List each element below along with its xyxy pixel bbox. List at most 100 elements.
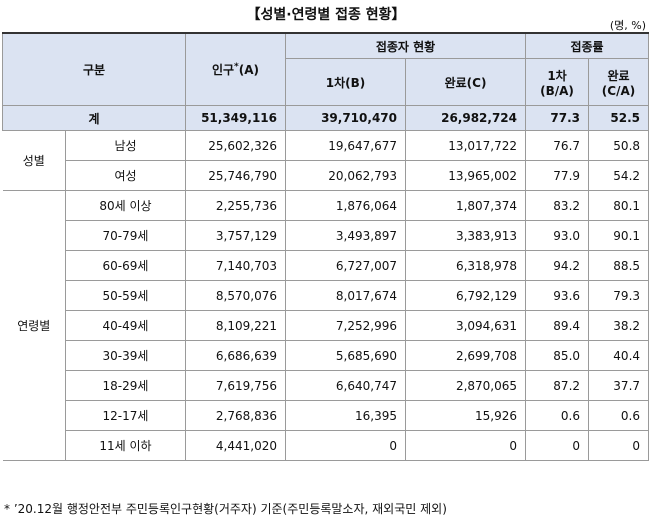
cell-rate2: 88.5 [588,250,650,281]
cell-complete: 2,870,065 [404,370,527,401]
cell-complete: 13,965,002 [404,160,527,191]
header-population-label: 인구 [211,63,235,77]
cell-population: 4,441,020 [185,430,286,461]
cell-complete: 3,094,631 [404,310,527,341]
row-label: 11세 이하 [65,430,186,461]
group-label: 연령별 [2,190,66,461]
row-label: 60-69세 [65,250,186,281]
row: 70-79세 3,757,129 3,493,897 3,383,913 93.0 90.… [3,220,650,251]
cell-dose1: 5,685,690 [285,340,406,371]
cell-rate2: 79.3 [588,280,650,311]
cell-rate1: 77.9 [525,160,590,191]
cell-rate1: 0 [525,430,590,461]
header-rate1-label: 1차 [547,68,567,83]
cell-rate2: 54.2 [588,160,650,191]
total-label: 계 [2,105,186,131]
header-dose1: 1차(B) [285,58,406,106]
cell-population: 8,109,221 [185,310,286,341]
cell-dose1: 39,710,470 [285,105,406,131]
row-label: 18-29세 [65,370,186,401]
cell-dose1: 6,727,007 [285,250,406,281]
cell-population: 25,746,790 [185,160,286,191]
cell-rate1: 83.2 [525,190,590,221]
row-label: 40-49세 [65,310,186,341]
row-label: 여성 [65,160,186,191]
cell-rate1: 85.0 [525,340,590,371]
cell-rate1: 89.4 [525,310,590,341]
title: 【성별·연령별 접종 현황】 [246,7,406,23]
cell-rate1: 87.2 [525,370,590,401]
unit: (명, %) [609,19,646,32]
header-rate1: 1차 (B/A) [525,58,590,106]
table: 구분 인구*(A) 접종자 현황 접종률 1차(B) 완료(C) 1차 (B/A)… [2,32,650,461]
cell-rate2: 0.6 [588,400,650,431]
cell-population: 3,757,129 [185,220,286,251]
group-label: 성별 [2,130,66,191]
cell-complete: 3,383,913 [404,220,527,251]
cell-rate2: 37.7 [588,370,650,401]
cell-complete: 6,318,978 [404,250,527,281]
cell-population: 7,619,756 [185,370,286,401]
cell-population: 2,768,836 [185,400,286,431]
cell-population: 8,570,076 [185,280,286,311]
row-label: 12-17세 [65,400,186,431]
header-population-code: (A) [238,63,260,77]
cell-complete: 6,792,129 [404,280,527,311]
row-label: 80세 이상 [65,190,186,221]
cell-rate2: 40.4 [588,340,650,371]
row: 60-69세 7,140,703 6,727,007 6,318,978 94.2 88.… [3,250,650,281]
cell-dose1: 7,252,996 [285,310,406,341]
header-population-mark: * [234,62,239,72]
cell-rate2: 52.5 [588,105,650,131]
cell-rate1: 93.6 [525,280,590,311]
footnote: * ’20.12월 행정안전부 주민등록인구현황(거주자) 기준(주민등록말소자… [4,502,447,516]
cell-dose1: 20,062,793 [285,160,406,191]
cell-rate2: 90.1 [588,220,650,251]
cell-complete: 0 [404,430,527,461]
cell-rate2: 38.2 [588,310,650,341]
table-body: 계 51,349,116 39,710,470 26,982,724 77.3 52.5 성… [2,105,650,461]
header-population: 인구*(A) [185,32,286,106]
cell-rate1: 93.0 [525,220,590,251]
cell-population: 2,255,736 [185,190,286,221]
cell-population: 51,349,116 [185,105,286,131]
cell-dose1: 0 [285,430,406,461]
cell-rate1: 0.6 [525,400,590,431]
cell-complete: 2,699,708 [404,340,527,371]
row-label: 30-39세 [65,340,186,371]
total-row: 계 51,349,116 39,710,470 26,982,724 77.3 52.5 [2,105,650,131]
cell-complete: 13,017,722 [404,130,527,161]
row: 여성 25,746,790 20,062,793 13,965,002 77.9 54.2 [3,160,650,191]
cell-rate1: 94.2 [525,250,590,281]
cell-rate2: 50.8 [588,130,650,161]
row: 50-59세 8,570,076 8,017,674 6,792,129 93.6 79.… [3,280,650,311]
header-complete: 완료(C) [404,58,527,106]
cell-complete: 15,926 [404,400,527,431]
row-label: 70-79세 [65,220,186,251]
cell-dose1: 16,395 [285,400,406,431]
row-label: 50-59세 [65,280,186,311]
cell-complete: 1,807,374 [404,190,527,221]
header-rate2: 완료 (C/A) [588,58,650,106]
cell-complete: 26,982,724 [404,105,527,131]
cell-dose1: 6,640,747 [285,370,406,401]
cell-population: 7,140,703 [185,250,286,281]
row: 연령별 80세 이상 2,255,736 1,876,064 1,807,374 83.2… [2,190,650,461]
cell-dose1: 8,017,674 [285,280,406,311]
row: 30-39세 6,686,639 5,685,690 2,699,708 85.0 40.… [3,340,650,371]
header-category: 구분 [2,32,186,106]
cell-dose1: 3,493,897 [285,220,406,251]
cell-population: 6,686,639 [185,340,286,371]
cell-dose1: 1,876,064 [285,190,406,221]
header-rate1-code: (B/A) [540,83,574,98]
header-rate: 접종률 [525,32,650,59]
header-vaccinated: 접종자 현황 [284,32,527,59]
row: 18-29세 7,619,756 6,640,747 2,870,065 87.2 37.… [3,370,650,401]
cell-rate2: 0 [588,430,650,461]
row: 12-17세 2,768,836 16,395 15,926 0.6 0.6 [3,400,650,431]
cell-rate1: 77.3 [525,105,590,131]
row: 성별 남성 25,602,326 19,647,677 13,017,722 76.7 50… [2,130,650,191]
cell-rate1: 76.7 [525,130,590,161]
row: 11세 이하 4,441,020 0 0 0 0 [3,430,650,461]
